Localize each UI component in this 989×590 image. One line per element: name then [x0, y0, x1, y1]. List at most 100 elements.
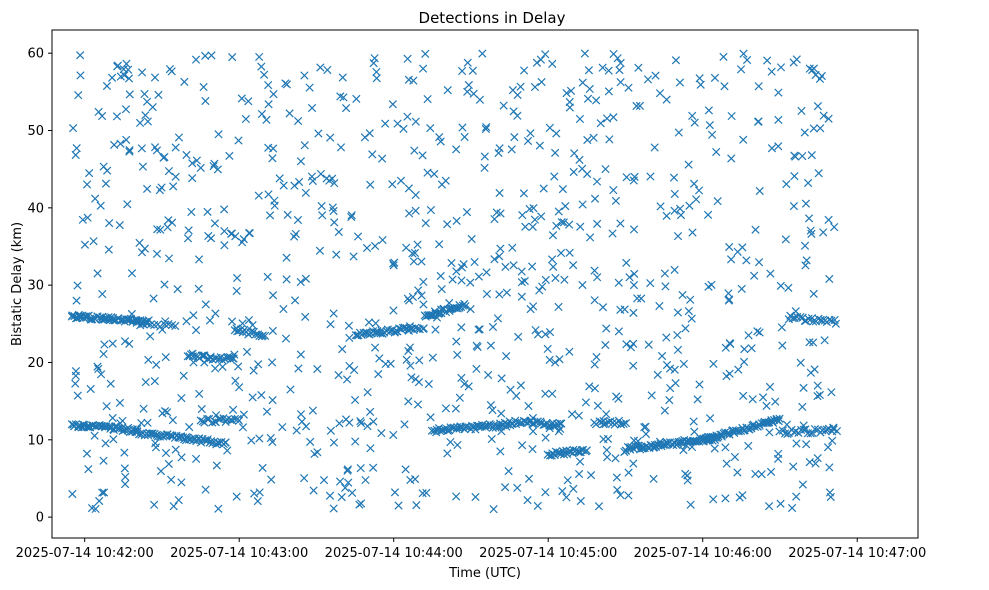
scatter-point: [257, 109, 267, 119]
scatter-point: [661, 282, 670, 291]
scatter-point: [403, 112, 412, 121]
scatter-point: [604, 87, 614, 96]
scatter-point: [737, 284, 746, 293]
scatter-point: [264, 80, 273, 90]
scatter-point: [177, 453, 186, 462]
scatter-point: [360, 133, 370, 142]
scatter-point: [525, 204, 534, 214]
scatter-point: [267, 358, 277, 367]
scatter-point: [507, 145, 516, 154]
scatter-point: [342, 375, 352, 384]
scatter-point: [332, 250, 341, 259]
scatter-point: [613, 485, 622, 495]
scatter-point: [496, 244, 505, 253]
scatter-point: [183, 234, 193, 243]
scatter-point: [724, 296, 733, 305]
scatter-point: [660, 406, 669, 415]
scatter-point: [404, 397, 413, 406]
scatter-point: [533, 501, 542, 511]
x-axis: 2025-07-14 10:42:00 2025-07-14 10:43:00 20…: [16, 538, 926, 561]
scatter-point: [550, 358, 560, 367]
scatter-point: [182, 317, 191, 326]
scatter-point: [318, 211, 327, 220]
scatter-point: [107, 73, 117, 82]
scatter-point: [310, 449, 319, 459]
scatter-point: [796, 358, 805, 367]
scatter-point: [703, 210, 713, 219]
scatter-point: [137, 144, 146, 153]
scatter-point: [436, 271, 445, 281]
scatter-point: [309, 486, 318, 495]
scatter-point: [559, 218, 568, 227]
scatter-point: [722, 459, 731, 468]
scatter-point: [210, 159, 219, 168]
scatter-point: [480, 163, 489, 173]
scatter-point: [705, 414, 715, 423]
scatter-point: [93, 269, 102, 278]
scatter-point: [492, 208, 501, 217]
scatter-point: [374, 370, 383, 379]
scatter-point: [417, 291, 426, 300]
scatter-point: [789, 202, 799, 211]
scatter-point: [536, 55, 546, 64]
scatter-point: [509, 261, 518, 270]
track-point: [139, 319, 148, 329]
scatter-point: [497, 409, 506, 418]
scatter-point: [482, 268, 491, 277]
scatter-point: [109, 435, 118, 444]
scatter-point: [739, 49, 748, 58]
scatter-point: [232, 273, 242, 283]
scatter-point: [474, 272, 484, 281]
scatter-point: [576, 222, 585, 231]
scatter-point: [377, 154, 387, 163]
scatter-point: [634, 63, 643, 72]
scatter-point: [709, 359, 718, 368]
scatter-point: [599, 435, 608, 444]
scatter-point: [443, 449, 452, 458]
scatter-point: [709, 495, 718, 504]
scatter-point: [101, 179, 111, 188]
scatter-point: [115, 221, 124, 230]
scatter-point: [152, 249, 162, 258]
scatter-point: [159, 153, 168, 162]
scatter-point: [356, 499, 366, 508]
scatter-point: [426, 413, 435, 422]
scatter-point: [120, 479, 130, 489]
track-point: [832, 426, 842, 436]
scatter-point: [755, 186, 764, 196]
scatter-point: [232, 492, 241, 501]
scatter-point: [478, 49, 487, 58]
scatter-point: [565, 347, 574, 356]
scatter-point: [742, 256, 751, 265]
scatter-point: [120, 448, 129, 457]
scatter-point: [592, 352, 601, 362]
scatter-point: [363, 388, 372, 397]
scatter-point: [616, 490, 625, 500]
scatter-point: [791, 152, 800, 161]
scatter-point: [80, 240, 90, 249]
scatter-point: [336, 143, 346, 152]
scatter-point: [234, 362, 243, 371]
scatter-point: [448, 275, 457, 284]
scatter-point: [509, 107, 518, 116]
track-point: [775, 414, 784, 423]
scatter-point: [480, 152, 489, 161]
scatter-point: [673, 345, 683, 355]
scatter-point: [755, 328, 764, 337]
scatter-point: [210, 219, 220, 228]
scatter-point: [655, 301, 664, 311]
scatter-point: [329, 438, 339, 447]
scatter-point: [629, 339, 638, 348]
scatter-point: [545, 355, 554, 364]
scatter-point: [569, 260, 578, 270]
scatter-point: [300, 141, 309, 150]
scatter-point: [171, 172, 180, 181]
scatter-point: [653, 370, 662, 379]
scatter-point: [721, 494, 730, 503]
scatter-point: [819, 228, 828, 237]
scatter-point: [578, 200, 587, 209]
scatter-point: [85, 168, 94, 178]
y-axis: 0 10 20 30 40 50 60: [27, 47, 52, 526]
scatter-point: [269, 90, 278, 99]
scatter-point: [608, 229, 617, 238]
